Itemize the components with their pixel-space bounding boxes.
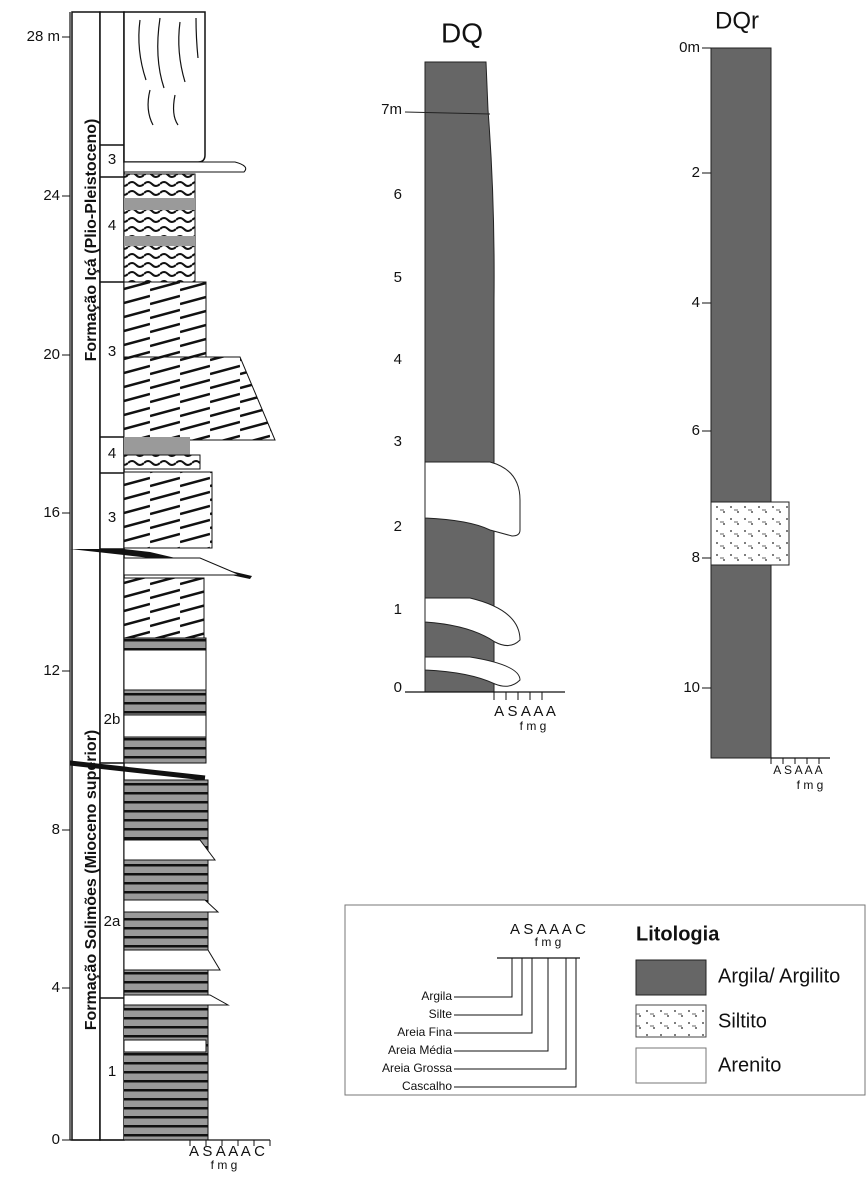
mud-band: [124, 236, 195, 246]
sand-lens: [124, 715, 206, 737]
unit-label: 2b: [104, 711, 121, 728]
formation-label: Formação Içá (Plio-Pleistoceno): [83, 119, 100, 362]
depth-label: 20: [43, 346, 60, 363]
cross-bedding: [124, 282, 206, 357]
sandstone: [124, 558, 240, 575]
lithology-label: Argila/ Argilito: [718, 965, 840, 987]
grain-size-label: Silte: [429, 1007, 453, 1021]
grain-size-label: Cascalho: [402, 1079, 452, 1093]
depth-label: 6: [692, 422, 700, 439]
depth-label: 24: [43, 187, 60, 204]
swatch-siltito: [636, 1005, 706, 1037]
dq-column: DQ A S A A A f m g: [405, 17, 565, 733]
formation-label: Formação Solimões (Mioceno superior): [83, 730, 100, 1031]
grain-size-label: Areia Fina: [397, 1025, 452, 1039]
depth-label: 5: [394, 269, 402, 286]
mudstone: [124, 1010, 190, 1140]
column-title: DQ: [441, 17, 483, 48]
scale-sub: f m g: [211, 1158, 238, 1172]
depth-label: 10: [683, 679, 700, 696]
dqr-column: DQr A S A A A f m g: [711, 7, 830, 792]
column-title: DQr: [715, 7, 759, 34]
grain-size-label: Areia Grossa: [382, 1061, 452, 1075]
sandstone: [124, 12, 205, 162]
sand-lens: [124, 1040, 206, 1052]
swatch-argila: [636, 960, 706, 995]
scale-letters: A S A A A: [494, 703, 556, 720]
depth-label: 2: [394, 518, 402, 535]
depth-label: 6: [394, 186, 402, 203]
legend-title: Litologia: [636, 923, 720, 945]
unit-label: 3: [108, 509, 116, 526]
depth-label: 0m: [679, 39, 700, 56]
depth-label: 1: [394, 601, 402, 618]
depth-label: 4: [52, 979, 60, 996]
grain-size-label: Argila: [421, 989, 452, 1003]
claystone: [711, 48, 771, 758]
unit-label: 3: [108, 343, 116, 360]
cross-bedding: [124, 472, 212, 548]
depth-label: 28 m: [27, 28, 60, 45]
cross-bedding: [124, 578, 204, 638]
depth-label: 3: [394, 433, 402, 450]
unit-column: [100, 12, 124, 1140]
swatch-arenito: [636, 1048, 706, 1083]
sand-lens: [124, 162, 246, 172]
unit-label: 2a: [104, 913, 121, 930]
unit-label: 4: [108, 445, 116, 462]
wavy-bedding: [124, 455, 200, 469]
wavy-bedding: [124, 174, 195, 282]
sand-lens: [124, 650, 206, 690]
siltstone: [711, 502, 789, 565]
unit-label: 1: [108, 1063, 116, 1080]
depth-label: 16: [43, 504, 60, 521]
depth-label: 8: [692, 549, 700, 566]
depth-label: 4: [692, 294, 700, 311]
lithology-label: Siltito: [718, 1010, 767, 1032]
depth-label: 2: [692, 164, 700, 181]
cross-bedding: [124, 357, 275, 440]
depth-label: 4: [394, 351, 402, 368]
lithology-label: Arenito: [718, 1054, 781, 1076]
unit-label: 3: [108, 151, 116, 168]
scale-sub: f m g: [797, 778, 824, 792]
depth-label: 7m: [381, 101, 402, 118]
grain-size-label: Areia Média: [388, 1043, 452, 1057]
mud-band: [124, 198, 195, 210]
mud-band: [124, 437, 190, 455]
unit-label: 4: [108, 217, 116, 234]
depth-label: 12: [43, 662, 60, 679]
scale-letters: A S A A A: [773, 763, 822, 777]
depth-label: 0: [52, 1131, 60, 1148]
scale-sub: f m g: [520, 719, 547, 733]
depth-label: 8: [52, 821, 60, 838]
depth-label: 0: [394, 679, 402, 696]
figure: A S A A A C f m g Formação Içá (Plio-Ple…: [0, 0, 866, 1180]
scale-sub: f m g: [535, 935, 562, 949]
